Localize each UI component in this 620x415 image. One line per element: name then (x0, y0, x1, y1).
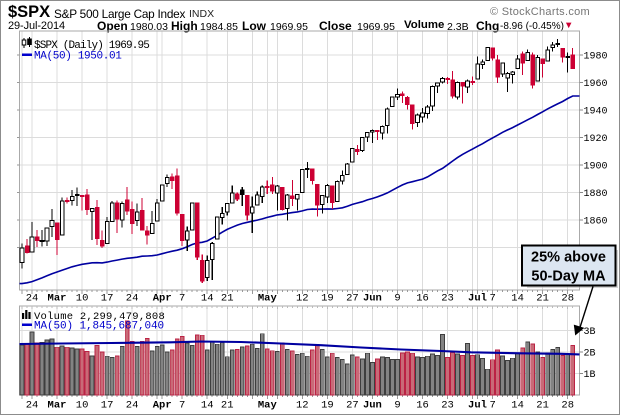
svg-text:23: 23 (441, 293, 454, 305)
svg-text:2B: 2B (584, 349, 596, 360)
svg-text:1B: 1B (584, 370, 596, 381)
svg-text:25% above: 25% above (531, 250, 606, 266)
svg-text:17: 17 (101, 400, 114, 412)
svg-text:1880: 1880 (584, 189, 608, 200)
svg-text:50-Day MA: 50-Day MA (531, 269, 606, 285)
svg-text:19: 19 (321, 400, 334, 412)
svg-text:27: 27 (346, 293, 359, 305)
svg-text:14: 14 (511, 400, 524, 412)
svg-text:9: 9 (394, 400, 400, 412)
svg-text:19: 19 (321, 293, 334, 305)
svg-text:24: 24 (126, 293, 139, 305)
svg-text:10: 10 (76, 400, 89, 412)
svg-text:12: 12 (296, 400, 309, 412)
svg-text:1960: 1960 (584, 79, 608, 90)
svg-text:7: 7 (179, 400, 185, 412)
svg-text:21: 21 (536, 293, 549, 305)
svg-text:3B: 3B (584, 327, 596, 338)
svg-text:21: 21 (536, 400, 549, 412)
svg-text:9: 9 (394, 293, 400, 305)
svg-text:Volume 2,299,479,808: Volume 2,299,479,808 (34, 311, 165, 323)
svg-text:MA(50) 1950.01: MA(50) 1950.01 (34, 51, 122, 63)
svg-text:23: 23 (441, 400, 454, 412)
svg-text:14: 14 (201, 400, 214, 412)
svg-text:MA(50) 1,845,687,040: MA(50) 1,845,687,040 (34, 321, 164, 333)
svg-text:24: 24 (26, 293, 39, 305)
svg-text:1900: 1900 (584, 161, 608, 172)
svg-text:Jun: Jun (363, 293, 382, 305)
svg-text:21: 21 (221, 293, 234, 305)
svg-text:1920: 1920 (584, 134, 608, 145)
svg-text:Jun: Jun (363, 400, 382, 412)
svg-text:May: May (258, 293, 278, 305)
svg-text:10: 10 (76, 293, 89, 305)
svg-text:28: 28 (561, 400, 574, 412)
svg-text:7: 7 (489, 400, 495, 412)
svg-text:24: 24 (126, 400, 139, 412)
svg-text:Mar: Mar (48, 293, 67, 305)
svg-text:14: 14 (511, 293, 524, 305)
svg-text:Apr: Apr (153, 293, 172, 305)
svg-text:7: 7 (489, 293, 495, 305)
svg-text:Jul: Jul (468, 400, 487, 412)
svg-text:1860: 1860 (584, 217, 608, 228)
svg-text:27: 27 (346, 400, 359, 412)
svg-text:16: 16 (416, 293, 429, 305)
svg-text:24: 24 (26, 400, 39, 412)
svg-text:Apr: Apr (153, 400, 172, 412)
svg-text:Mar: Mar (48, 400, 67, 412)
svg-text:1980: 1980 (584, 51, 608, 62)
svg-text:$SPX (Daily) 1969.95: $SPX (Daily) 1969.95 (34, 40, 149, 52)
svg-text:1940: 1940 (584, 106, 608, 117)
svg-text:Jul: Jul (468, 293, 487, 305)
svg-text:12: 12 (296, 293, 309, 305)
svg-text:14: 14 (201, 293, 214, 305)
svg-text:May: May (258, 400, 278, 412)
svg-text:7: 7 (179, 293, 185, 305)
svg-text:21: 21 (221, 400, 234, 412)
svg-text:17: 17 (101, 293, 114, 305)
svg-text:16: 16 (416, 400, 429, 412)
svg-text:28: 28 (561, 293, 574, 305)
